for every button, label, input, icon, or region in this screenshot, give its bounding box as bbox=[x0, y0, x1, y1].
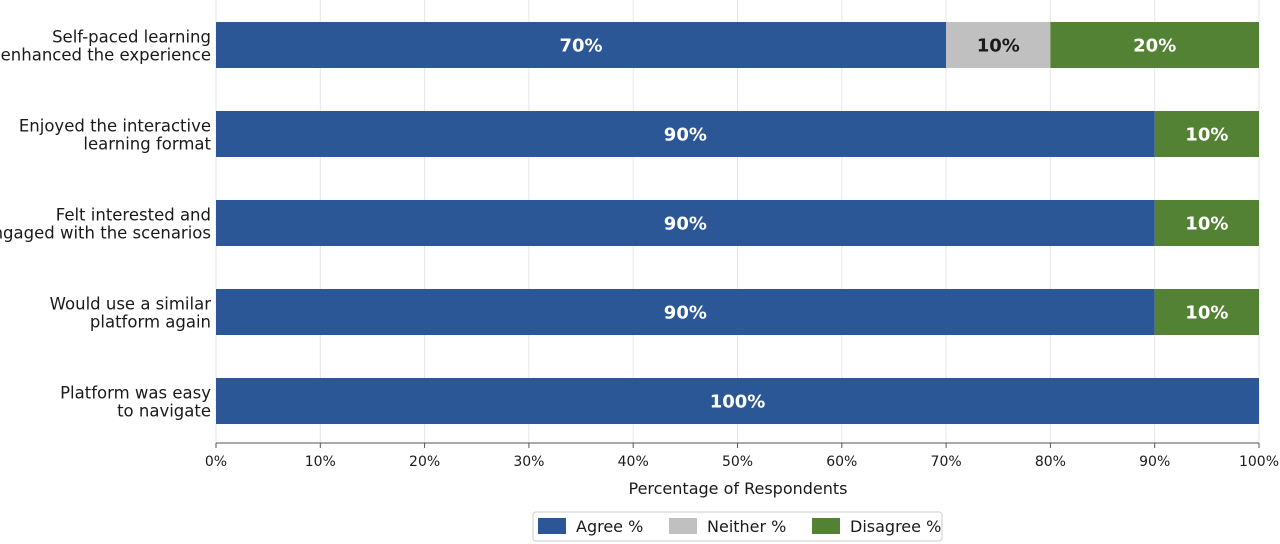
category-label: Felt interested and engaged with the scen… bbox=[0, 206, 211, 243]
x-tick-label: 20% bbox=[409, 454, 440, 470]
bar-segment bbox=[216, 200, 1155, 246]
category-labels: Self-paced learning enhanced the experien… bbox=[0, 28, 212, 421]
bar-segment bbox=[1154, 111, 1259, 157]
category-label: Platform was easy to navigate bbox=[60, 384, 211, 421]
x-tick-label: 0% bbox=[205, 454, 227, 470]
bar-segment bbox=[216, 22, 947, 68]
bar-segment bbox=[1050, 22, 1259, 68]
x-tick-label: 10% bbox=[305, 454, 336, 470]
bar-value-label: 90% bbox=[664, 125, 707, 146]
x-tick-label: 100% bbox=[1239, 454, 1279, 470]
legend: Agree % Neither % Disagree % bbox=[532, 511, 943, 542]
bar-segment bbox=[946, 22, 1051, 68]
legend-label: Disagree % bbox=[850, 517, 941, 536]
category-label: Enjoyed the interactive learning format bbox=[19, 117, 212, 154]
legend-label: Neither % bbox=[707, 517, 786, 536]
x-tick-label: 50% bbox=[722, 454, 753, 470]
bars: 70% 10% 20% 90% 10% 90% 10% 90% 10% 100% bbox=[216, 22, 1259, 424]
x-tick-label: 70% bbox=[931, 454, 962, 470]
bar-segment bbox=[216, 378, 1259, 424]
x-tick-label: 40% bbox=[618, 454, 649, 470]
category-label: Would use a similar platform again bbox=[50, 295, 212, 332]
x-tick-label: 90% bbox=[1139, 454, 1170, 470]
x-axis: 0% 10% 20% 30% 40% 50% 60% 70% 80% 90% 100% bbox=[205, 442, 1279, 470]
legend-label: Agree % bbox=[576, 517, 643, 536]
bar-value-label: 90% bbox=[664, 214, 707, 235]
bar-segment bbox=[1154, 289, 1259, 335]
bar-value-label: 10% bbox=[1185, 214, 1228, 235]
bar-value-label: 10% bbox=[1185, 303, 1228, 324]
bar-segment bbox=[216, 111, 1155, 157]
bar-value-label: 100% bbox=[710, 392, 766, 413]
bar-segment bbox=[1154, 200, 1259, 246]
x-axis-title: Percentage of Respondents bbox=[628, 479, 847, 498]
x-tick-label: 80% bbox=[1035, 454, 1066, 470]
bar-segment bbox=[216, 289, 1155, 335]
legend-swatch bbox=[538, 518, 566, 534]
bar-value-label: 10% bbox=[977, 36, 1020, 57]
category-label: Self-paced learning enhanced the experien… bbox=[1, 28, 211, 65]
x-tick-label: 30% bbox=[513, 454, 544, 470]
legend-swatch bbox=[812, 518, 840, 534]
bar-value-label: 20% bbox=[1133, 36, 1176, 57]
bar-value-label: 10% bbox=[1185, 125, 1228, 146]
bar-value-label: 70% bbox=[560, 36, 603, 57]
bar-value-label: 90% bbox=[664, 303, 707, 324]
legend-swatch bbox=[669, 518, 697, 534]
x-tick-label: 60% bbox=[826, 454, 857, 470]
